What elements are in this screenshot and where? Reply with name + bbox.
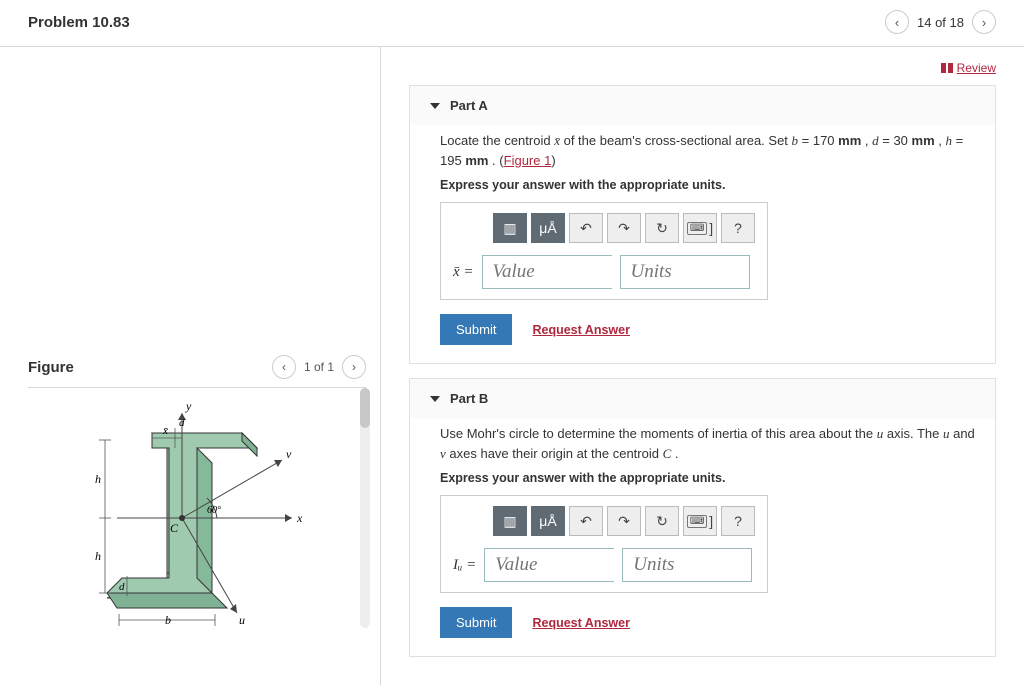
svg-text:d: d xyxy=(179,417,185,429)
left-column: Figure ‹ 1 of 1 › xyxy=(0,47,380,685)
answer-toolbar: ▥μÅ↶↷↻⌨]? xyxy=(493,213,755,243)
review-row: Review xyxy=(409,61,996,75)
svg-text:60°: 60° xyxy=(207,505,221,516)
submit-button[interactable]: Submit xyxy=(440,314,512,345)
part-header[interactable]: Part A xyxy=(410,86,995,125)
request-answer-link[interactable]: Request Answer xyxy=(532,323,629,337)
figure-area: y x v u b h h d d x̄ 60° C xyxy=(28,388,366,628)
figure-link[interactable]: Figure 1 xyxy=(504,153,552,168)
answer-frame: ▥μÅ↶↷↻⌨]? x̄ = xyxy=(440,202,768,300)
part-body: Use Mohr's circle to determine the momen… xyxy=(410,418,995,656)
keyboard-icon[interactable]: ⌨] xyxy=(683,213,717,243)
part-box: Part A Locate the centroid x̄ of the bea… xyxy=(409,85,996,364)
templates-icon[interactable]: ▥ xyxy=(493,213,527,243)
figure-header: Figure ‹ 1 of 1 › xyxy=(28,347,366,388)
svg-text:y: y xyxy=(185,399,192,413)
value-input[interactable] xyxy=(484,548,614,582)
review-link[interactable]: Review xyxy=(941,61,996,75)
svg-text:d: d xyxy=(119,581,125,593)
answer-input-row: x̄ = xyxy=(453,255,755,289)
svg-text:h: h xyxy=(95,549,101,563)
problem-pager: ‹ 14 of 18 › xyxy=(885,10,996,34)
redo-icon[interactable]: ↷ xyxy=(607,213,641,243)
reset-icon[interactable]: ↻ xyxy=(645,506,679,536)
figure-prev-button[interactable]: ‹ xyxy=(272,355,296,379)
variable-label: Iᵤ = xyxy=(453,557,476,574)
svg-text:C: C xyxy=(170,521,179,535)
page-indicator: 14 of 18 xyxy=(917,15,964,30)
instruction-line: Express your answer with the appropriate… xyxy=(440,471,975,485)
right-column: Review Part A Locate the centroid x̄ of … xyxy=(380,47,1024,685)
part-heading: Part A xyxy=(450,98,488,113)
svg-text:b: b xyxy=(165,613,171,627)
reset-icon[interactable]: ↻ xyxy=(645,213,679,243)
figure-scrollbar-thumb[interactable] xyxy=(360,388,370,428)
undo-icon[interactable]: ↶ xyxy=(569,213,603,243)
part-prompt: Use Mohr's circle to determine the momen… xyxy=(440,424,975,463)
units-input[interactable] xyxy=(620,255,750,289)
keyboard-icon[interactable]: ⌨] xyxy=(683,506,717,536)
variable-label: x̄ = xyxy=(453,264,474,281)
figure-title: Figure xyxy=(28,359,74,376)
svg-text:h: h xyxy=(95,472,101,486)
answer-frame: ▥μÅ↶↷↻⌨]? Iᵤ = xyxy=(440,495,768,593)
part-prompt: Locate the centroid x̄ of the beam's cro… xyxy=(440,131,975,170)
svg-text:x: x xyxy=(296,511,303,525)
instruction-line: Express your answer with the appropriate… xyxy=(440,178,975,192)
svg-text:x̄: x̄ xyxy=(162,425,168,437)
units-input[interactable] xyxy=(622,548,752,582)
undo-icon[interactable]: ↶ xyxy=(569,506,603,536)
prev-problem-button[interactable]: ‹ xyxy=(885,10,909,34)
submit-row: Submit Request Answer xyxy=(440,314,975,345)
help-icon[interactable]: ? xyxy=(721,506,755,536)
figure-pager: ‹ 1 of 1 › xyxy=(272,355,366,379)
units-symbol-icon[interactable]: μÅ xyxy=(531,506,565,536)
submit-button[interactable]: Submit xyxy=(440,607,512,638)
answer-input-row: Iᵤ = xyxy=(453,548,755,582)
main-layout: Figure ‹ 1 of 1 › xyxy=(0,47,1024,685)
svg-text:v: v xyxy=(286,447,292,461)
answer-toolbar: ▥μÅ↶↷↻⌨]? xyxy=(493,506,755,536)
caret-down-icon xyxy=(430,103,440,109)
next-problem-button[interactable]: › xyxy=(972,10,996,34)
part-header[interactable]: Part B xyxy=(410,379,995,418)
svg-text:u: u xyxy=(239,613,245,627)
review-icon xyxy=(941,63,953,73)
review-label: Review xyxy=(957,61,996,75)
beam-cross-section-diagram: y x v u b h h d d x̄ 60° C xyxy=(57,398,337,628)
part-body: Locate the centroid x̄ of the beam's cro… xyxy=(410,125,995,363)
figure-page-indicator: 1 of 1 xyxy=(304,360,334,374)
part-heading: Part B xyxy=(450,391,488,406)
prompt-text: Use Mohr's circle to determine the momen… xyxy=(440,426,975,461)
request-answer-link[interactable]: Request Answer xyxy=(532,616,629,630)
redo-icon[interactable]: ↷ xyxy=(607,506,641,536)
templates-icon[interactable]: ▥ xyxy=(493,506,527,536)
submit-row: Submit Request Answer xyxy=(440,607,975,638)
part-box: Part B Use Mohr's circle to determine th… xyxy=(409,378,996,657)
caret-down-icon xyxy=(430,396,440,402)
value-input[interactable] xyxy=(482,255,612,289)
help-icon[interactable]: ? xyxy=(721,213,755,243)
units-symbol-icon[interactable]: μÅ xyxy=(531,213,565,243)
top-header: Problem 10.83 ‹ 14 of 18 › xyxy=(0,0,1024,47)
problem-title: Problem 10.83 xyxy=(28,14,130,31)
figure-next-button[interactable]: › xyxy=(342,355,366,379)
